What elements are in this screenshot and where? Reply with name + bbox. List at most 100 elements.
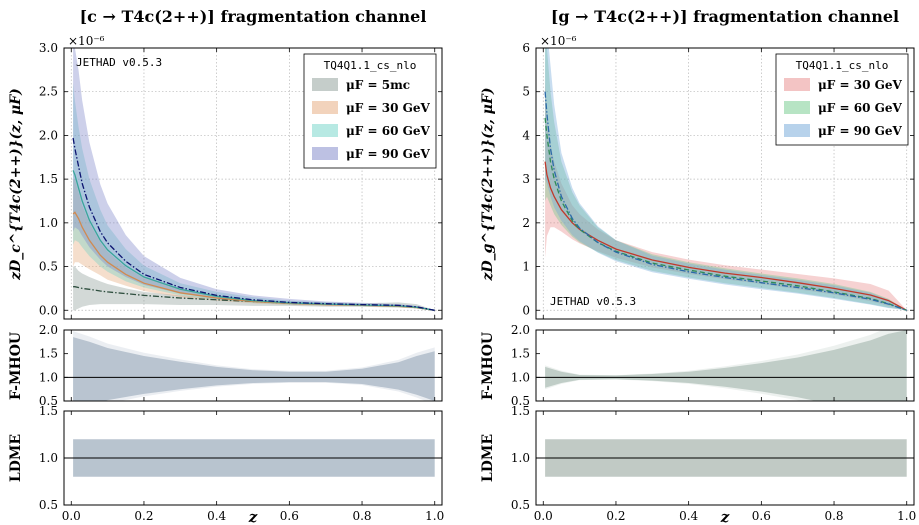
left-ldme-plot-area [64,439,442,477]
series-line [544,91,907,311]
right-main-panel: 0 1 2 3 4 5 6 TQ4Q1.1_cs_nlo μF = 30 GeV μF = 60 … [522,41,915,320]
ratio-band-outer [73,331,435,401]
ratio-band [73,337,435,401]
y-tick-label: 0.5 [39,260,58,274]
left-ldme-ylabel: LDME [8,434,24,482]
uncertainty-band [73,266,435,311]
y-tick-label: 1.0 [511,370,530,384]
y-tick-label: 2.0 [39,128,58,142]
left-main-ylabel: zD_c^{T4c(2++)}(z, μF) [8,88,24,281]
legend-swatch [312,124,338,137]
legend-label: μF = 60 GeV [346,124,430,138]
x-tick-label: 0.2 [606,509,625,523]
y-tick-label: 1.5 [39,347,58,361]
series-line [544,117,907,311]
legend-label: μF = 90 GeV [818,124,902,138]
y-tick-label: 1.5 [511,347,530,361]
x-tick-label: 0.4 [679,509,698,523]
y-tick-label: 0.0 [39,303,58,317]
legend-label: μF = 60 GeV [818,101,902,115]
y-tick-label: 1.0 [511,451,530,465]
left-mhou-panel: 0.5 1.0 1.5 2.0 [39,323,443,408]
legend-swatch [312,147,338,160]
x-tick-label: 0.8 [824,509,843,523]
legend-swatch [784,101,810,114]
y-tick-label: 3 [522,172,530,186]
legend-swatch [312,101,338,114]
legend-label: μF = 90 GeV [346,147,430,161]
x-tick-label: 0.0 [534,509,553,523]
axes-frame [535,47,915,320]
y-tick-label: 1.5 [39,172,58,186]
y-tick-label: 1.5 [39,404,58,418]
axes-frame [535,329,915,402]
x-tick-label: 0.6 [752,509,771,523]
right-panel-title: [g → T4c(2++)] fragmentation channel [551,7,899,26]
x-tick-label: 1.0 [425,509,444,523]
legend-title: TQ4Q1.1_cs_nlo [796,59,889,72]
y-tick-label: 1.5 [511,404,530,418]
series-line [72,170,435,311]
legend-swatch [312,78,338,91]
y-tick-label: 6 [522,41,530,55]
x-tick-label: 0.0 [62,509,81,523]
x-tick-label: 0.4 [207,509,226,523]
right-main-plot-area [544,48,908,311]
y-tick-label: 1.0 [39,451,58,465]
right-main-ylabel: zD_g^{T4c(2++)}(z, μF) [480,88,496,282]
right-ldme-plot-area [536,439,914,477]
y-tick-label: 4 [522,128,530,142]
y-tick-label: 2 [522,216,530,230]
y-tick-label: 2.0 [39,323,58,337]
y-tick-label: 0 [522,303,530,317]
ratio-band-outer [545,330,907,401]
axes-frame [63,329,443,402]
legend-swatch [784,124,810,137]
x-tick-label: 1.0 [897,509,916,523]
ratio-band [545,330,907,401]
right-scale-label: ×10⁻⁶ [540,34,577,48]
legend: TQ4Q1.1_cs_nlo μF = 5mc μF = 30 GeV μF = 60… [303,53,437,169]
right-mhou-panel: 0.5 1.0 1.5 2.0 [511,323,915,408]
legend-label: μF = 5mc [346,78,410,92]
right-ldme-panel: 0.5 1.0 1.5 0.0 0.2 0.4 0.6 0.8 1.0 [511,404,916,523]
right-ldme-ylabel: LDME [480,434,496,482]
watermark-label: JETHAD v0.5.3 [76,56,162,69]
x-tick-label: 0.6 [280,509,299,523]
y-tick-label: 0.5 [39,394,58,408]
legend-title: TQ4Q1.1_cs_nlo [324,59,417,72]
series-line [544,161,908,311]
series-line [72,137,435,311]
right-xlabel: z [720,508,730,525]
left-ldme-panel: 0.5 1.0 1.5 0.0 0.2 0.4 0.6 0.8 1.0 [39,404,444,523]
y-tick-label: 5 [522,85,530,99]
left-mhou-ylabel: F-MHOU [8,332,24,400]
left-main-panel: 0.0 0.5 1.0 1.5 2.0 2.5 3.0 TQ4Q1.1_cs_nlo μF = … [39,41,443,320]
left-mhou-plot-area [64,331,442,401]
left-scale-label: ×10⁻⁶ [68,34,105,48]
y-tick-label: 1.0 [39,216,58,230]
legend-label: μF = 30 GeV [346,101,430,115]
y-tick-label: 2.5 [39,85,58,99]
axes-frame [63,47,443,320]
y-tick-label: 0.5 [511,394,530,408]
y-tick-label: 1.0 [39,370,58,384]
y-tick-label: 0.5 [511,498,530,512]
y-tick-label: 0.5 [39,498,58,512]
right-mhou-ylabel: F-MHOU [480,332,496,400]
legend-label: μF = 30 GeV [818,78,902,92]
uncertainty-band [545,83,907,311]
legend-swatch [784,78,810,91]
legend: TQ4Q1.1_cs_nlo μF = 30 GeV μF = 60 GeV μF =… [775,53,909,146]
y-tick-label: 3.0 [39,41,58,55]
y-tick-label: 2.0 [511,323,530,337]
left-main-plot-area [72,48,435,311]
y-tick-label: 1 [522,260,530,274]
left-xlabel: z [248,508,258,525]
x-tick-label: 0.2 [134,509,153,523]
x-tick-label: 0.8 [352,509,371,523]
right-mhou-plot-area [536,330,914,401]
left-panel-title: [c → T4c(2++)] fragmentation channel [80,7,427,26]
watermark-label: JETHAD v0.5.3 [550,295,636,308]
